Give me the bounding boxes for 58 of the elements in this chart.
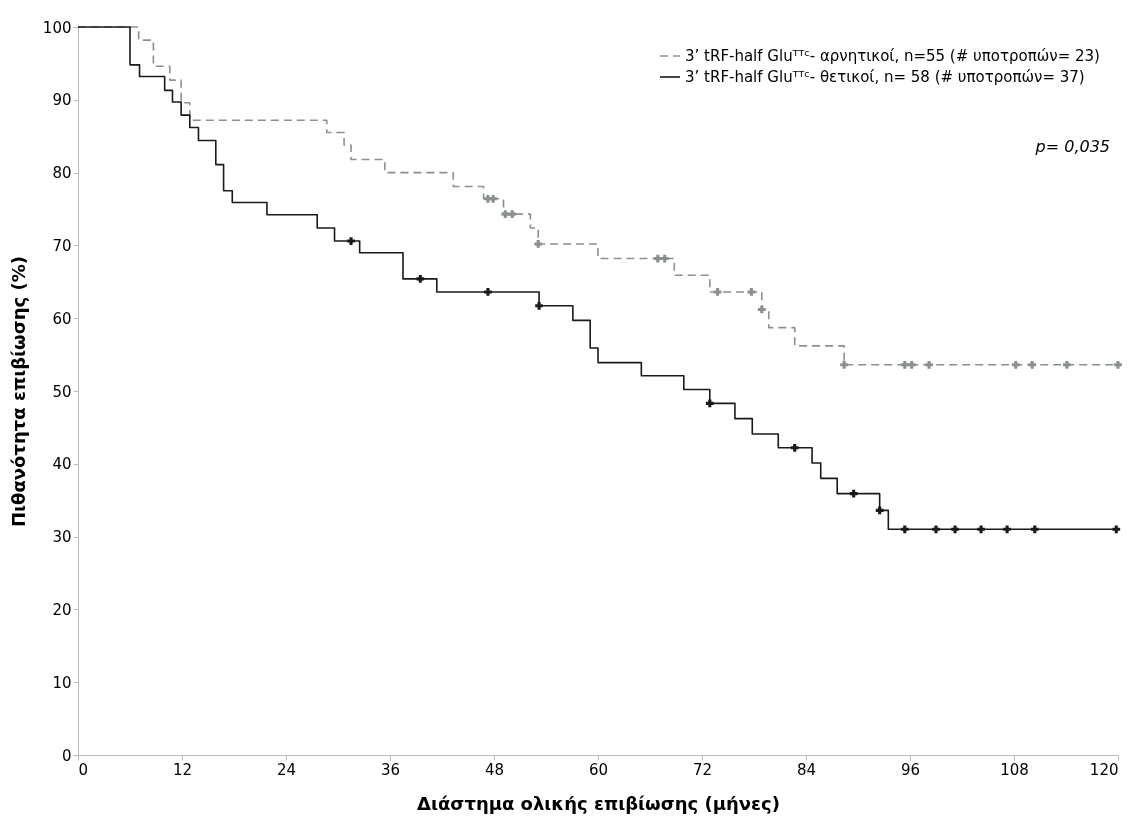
y-tick-label: 70 [52, 236, 72, 255]
point [925, 360, 933, 369]
point [907, 360, 916, 369]
x-tick-label: 120 [1089, 760, 1119, 779]
point [1003, 525, 1011, 534]
y-axis-title: Πιθανότητα επιβίωσης (%) [7, 256, 29, 527]
point [1112, 525, 1121, 534]
y-tick-label: 40 [52, 455, 72, 474]
x-axis-title: Διάστημα ολικής επιβίωσης (μήνες) [417, 792, 780, 814]
point [1114, 360, 1122, 369]
point [790, 443, 799, 452]
y-tick-label: 20 [52, 600, 72, 619]
point [757, 305, 766, 314]
legend-label: 3’ tRF-half Gluᵀᵀᶜ- αρνητικοί, n=55 (# υποτροπών= 23) [685, 47, 1100, 65]
x-tick-label: 108 [1000, 760, 1029, 779]
y-tick-label: 100 [42, 18, 72, 37]
point [484, 288, 492, 296]
point [535, 301, 543, 310]
point [900, 360, 909, 369]
point [713, 288, 722, 296]
x-tick-label: 24 [276, 760, 297, 779]
y-tick-label: 50 [52, 382, 72, 401]
y-tick-label: 0 [61, 746, 72, 765]
y-tick-label: 80 [52, 164, 72, 183]
y-tick-label: 60 [52, 309, 72, 328]
x-tick-label: 84 [796, 760, 817, 779]
point [951, 525, 959, 534]
legend-label: 3’ tRF-half Gluᵀᵀᶜ- θετικοί, n= 58 (# υποτροπών= 37) [685, 68, 1085, 86]
x-tick-label: 96 [900, 760, 921, 779]
point [347, 237, 355, 245]
annotation: p= 0,035 [1034, 137, 1110, 156]
point [501, 210, 510, 218]
point [1011, 360, 1020, 369]
point [416, 275, 425, 283]
point [489, 194, 498, 203]
point [849, 489, 858, 498]
point [1028, 360, 1037, 369]
x-tick-label: 0 [78, 760, 89, 779]
point [875, 506, 884, 515]
y-tick-label: 10 [52, 673, 72, 692]
y-tick-label: 90 [52, 91, 72, 110]
point [508, 210, 517, 218]
x-tick-label: 60 [588, 760, 609, 779]
point [660, 254, 669, 263]
y-tick-label: 30 [52, 528, 72, 547]
x-tick-label: 72 [692, 760, 713, 779]
x-tick-label: 48 [484, 760, 505, 779]
point [534, 240, 543, 248]
point [705, 399, 714, 408]
x-tick-label: 36 [380, 760, 401, 779]
point [977, 525, 985, 534]
point [1062, 360, 1071, 369]
point [900, 525, 909, 534]
point [840, 360, 849, 369]
point [747, 288, 756, 296]
point [932, 525, 940, 534]
point [1030, 525, 1039, 534]
x-tick-label: 12 [172, 760, 193, 779]
